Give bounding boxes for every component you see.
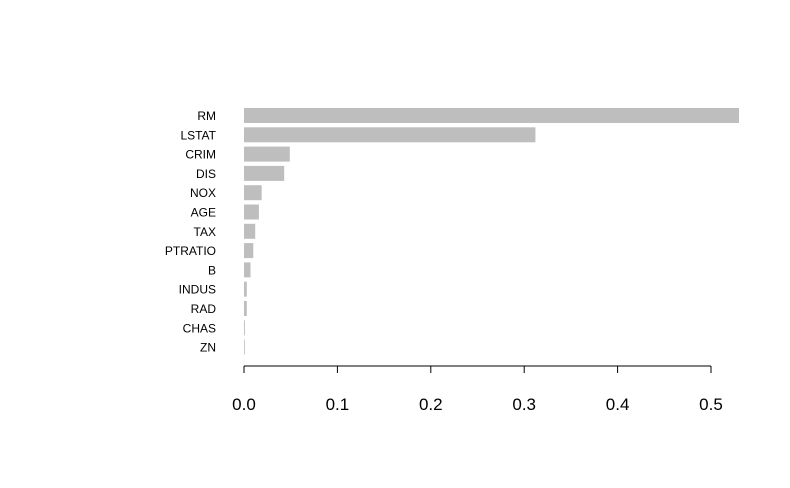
x-tick-label: 0.0	[232, 395, 256, 414]
bar-rm	[244, 108, 739, 123]
bars-group	[244, 108, 739, 355]
x-tick-label: 0.5	[699, 395, 723, 414]
category-label-nox: NOX	[190, 186, 216, 200]
bar-lstat	[244, 127, 536, 143]
x-tick-label: 0.1	[326, 395, 350, 414]
bar-chas	[244, 320, 245, 336]
category-label-age: AGE	[191, 206, 216, 220]
x-tick-label: 0.3	[512, 395, 536, 414]
bar-dis	[244, 165, 285, 181]
x-tick-label: 0.4	[606, 395, 630, 414]
bar-rad	[244, 301, 247, 316]
bar-tax	[244, 223, 256, 239]
category-label-rad: RAD	[191, 302, 217, 316]
category-label-ptratio: PTRATIO	[165, 244, 216, 258]
category-label-b: B	[208, 263, 216, 277]
category-label-tax: TAX	[194, 225, 216, 239]
x-axis: 0.0 0.1 0.2 0.3 0.4 0.5	[232, 365, 723, 414]
category-label-rm: RM	[197, 109, 216, 123]
category-label-zn: ZN	[200, 341, 216, 355]
category-label-lstat: LSTAT	[180, 128, 216, 142]
bar-b	[244, 262, 251, 278]
bar-crim	[244, 146, 290, 162]
bar-indus	[244, 281, 247, 297]
bar-zn	[244, 339, 245, 355]
bar-nox	[244, 185, 262, 201]
bar-age	[244, 204, 259, 220]
x-tick-label: 0.2	[419, 395, 443, 414]
bar-ptratio	[244, 243, 254, 259]
category-label-indus: INDUS	[179, 283, 216, 297]
category-label-dis: DIS	[196, 167, 216, 181]
category-label-crim: CRIM	[185, 148, 216, 162]
category-labels: RM LSTAT CRIM DIS NOX AGE TAX PTRATIO B INDUS RAD C…	[165, 109, 217, 355]
category-label-chas: CHAS	[183, 321, 216, 335]
